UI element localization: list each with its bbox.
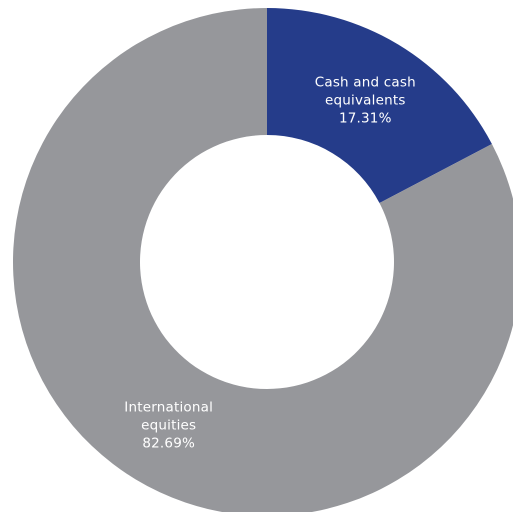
slice-international-equities: [13, 8, 513, 512]
slice-percent-label: 17.31%: [339, 110, 392, 126]
slice-label-cash-and-cash-equivalents: Cash and cash equivalents 17.31%: [315, 74, 416, 126]
slice-labels: Cash and cash equivalents 17.31% Internatio…: [124, 74, 416, 452]
slice-category-label-line: equivalents: [325, 92, 406, 108]
slice-category-label-line: Cash and cash: [315, 74, 416, 90]
slice-percent-label: 82.69%: [142, 436, 195, 452]
slice-category-label-line: International: [124, 400, 213, 416]
slice-category-label-line: equities: [141, 418, 196, 434]
slice-cash-and-cash-equivalents: [267, 8, 492, 203]
donut-slices: [13, 8, 513, 512]
slice-label-international-equities: International equities 82.69%: [124, 400, 213, 452]
